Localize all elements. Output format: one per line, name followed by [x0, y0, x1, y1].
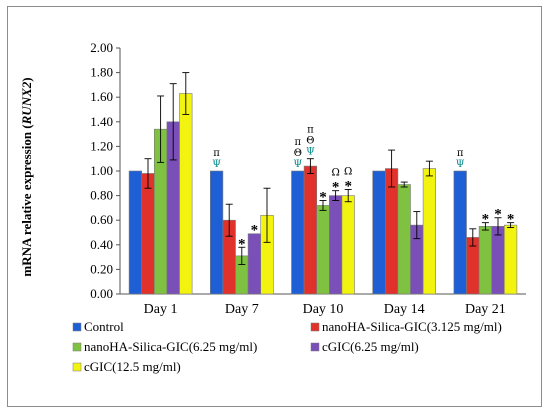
significance-symbol: π: [213, 148, 220, 159]
y-tick-label: 0.60: [90, 212, 113, 227]
bar: [478, 226, 493, 295]
y-axis-title-gene: RUNX2: [19, 81, 34, 125]
y-tick-label: 0.00: [90, 286, 113, 301]
bar: [247, 233, 262, 295]
significance-star: *: [251, 223, 259, 239]
legend-label: cGIC(6.25 mg/ml): [322, 339, 419, 354]
bar: [397, 184, 411, 295]
legend-swatch: [310, 322, 320, 332]
significance-symbol: Θ: [294, 148, 302, 159]
bar: [491, 226, 505, 295]
x-tick-label: Day 14: [384, 302, 425, 317]
significance-star: *: [494, 207, 502, 223]
significance-symbol: Ψ: [456, 159, 465, 170]
legend-label: nanoHA-Silica-GIC(6.25 mg/ml): [84, 339, 257, 354]
x-tick-label: Day 21: [465, 302, 506, 317]
x-tick-label: Day 1: [144, 302, 178, 317]
y-axis-title: mRNA relative expression (RUNX2): [19, 77, 34, 276]
significance-symbol: Ψ: [306, 147, 315, 158]
significance-symbol: π: [295, 137, 302, 148]
bar: [210, 170, 224, 295]
legend-swatch: [72, 342, 82, 352]
y-tick-label: 1.40: [90, 114, 113, 129]
y-tick-label: 1.60: [90, 89, 113, 104]
bar: [341, 195, 355, 295]
bar: [328, 195, 343, 295]
bar: [422, 168, 437, 295]
legend-label: cGIC(12.5 mg/ml): [84, 359, 181, 374]
x-tick-label: Day 10: [303, 302, 344, 317]
significance-symbol: Ψ: [212, 159, 221, 170]
chart-frame: mRNA relative expression (RUNX2) 0.00 0.2…: [7, 6, 542, 407]
legend-label: nanoHA-Silica-GIC(3.125 mg/ml): [322, 319, 502, 334]
y-tick-label: 1.80: [90, 65, 113, 80]
significance-star: *: [238, 236, 246, 252]
bar: [303, 165, 318, 295]
y-tick-label: 2.00: [90, 40, 113, 55]
y-axis-title-suffix: ): [19, 77, 34, 81]
bar: [128, 170, 142, 295]
y-axis-title-prefix: mRNA relative expression (: [19, 124, 34, 276]
significance-star: *: [332, 180, 340, 196]
svg-text:mRNA relative expression (RUNX: mRNA relative expression (RUNX2): [19, 77, 34, 276]
y-tick-label: 0.20: [90, 261, 113, 276]
significance-symbol: Ψ: [293, 159, 302, 170]
y-tick-label: 1.00: [90, 163, 113, 178]
significance-symbol: Ω: [331, 168, 339, 179]
bar: [141, 173, 155, 295]
significance-symbol: Ω: [344, 166, 352, 177]
significance-star: *: [319, 190, 327, 206]
legend: Control nanoHA-Silica-GIC(3.125 mg/ml) nan…: [72, 319, 502, 374]
y-tick-label: 0.40: [90, 237, 113, 252]
significance-star: *: [344, 178, 352, 194]
plot-area: 0.00 0.20 0.40 0.60 0.80 1.00 1.20 1.40 1.60 1.80…: [90, 40, 526, 317]
chart-svg: mRNA relative expression (RUNX2) 0.00 0.2…: [19, 40, 526, 374]
bar: [503, 224, 518, 295]
significance-star: *: [507, 212, 514, 228]
significance-star: *: [482, 212, 490, 228]
legend-swatch: [310, 342, 320, 352]
legend-swatch: [72, 362, 82, 372]
significance-symbol: π: [307, 125, 314, 136]
legend-swatch: [72, 322, 82, 332]
y-tick-label: 0.80: [90, 188, 113, 203]
bar: [291, 170, 305, 295]
bar: [179, 93, 193, 295]
y-tick-label: 1.20: [90, 138, 113, 153]
significance-symbol: π: [457, 148, 464, 159]
significance-symbol: Θ: [306, 136, 314, 147]
bar: [372, 170, 386, 295]
bar: [316, 205, 330, 295]
bar: [453, 170, 467, 295]
legend-label: Control: [84, 319, 124, 334]
x-tick-label: Day 7: [225, 302, 259, 317]
